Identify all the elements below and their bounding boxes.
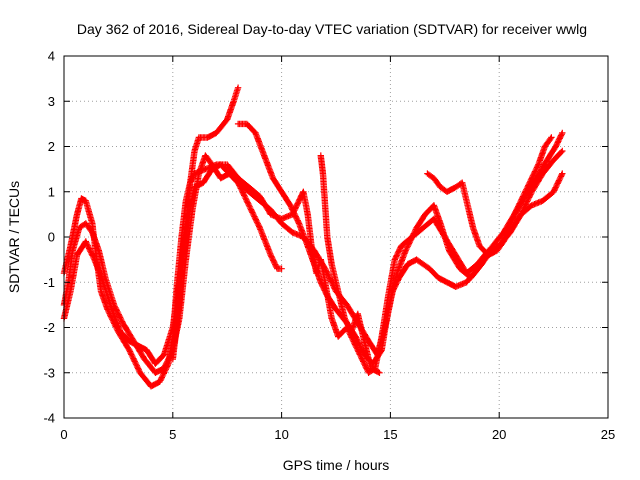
x-axis-label: GPS time / hours — [283, 457, 390, 473]
y-tick-label: -4 — [43, 411, 55, 426]
marker-trace — [424, 134, 555, 259]
x-tick-label: 10 — [274, 427, 288, 442]
x-tick-label: 0 — [60, 427, 67, 442]
chart-title: Day 362 of 2016, Sidereal Day-to-day VTE… — [77, 21, 587, 37]
series-track-a — [60, 161, 566, 390]
marker-trace — [169, 84, 242, 363]
marker-trace — [60, 161, 566, 390]
x-tick-label: 25 — [601, 427, 615, 442]
series-track-e — [234, 120, 566, 367]
y-tick-label: -3 — [43, 365, 55, 380]
y-tick-label: 0 — [48, 230, 55, 245]
axis-ticks: 0 5 10 15 20 25 -4 -3 -2 -1 0 1 2 3 4 — [43, 49, 615, 443]
x-tick-label: 5 — [169, 427, 176, 442]
x-tick-label: 20 — [492, 427, 506, 442]
marker-trace — [234, 120, 566, 367]
marker-trace — [317, 152, 383, 376]
y-tick-label: -2 — [43, 320, 55, 335]
y-tick-label: 1 — [48, 184, 55, 199]
x-tick-label: 15 — [383, 427, 397, 442]
y-tick-label: -1 — [43, 275, 55, 290]
series-track-f — [317, 152, 383, 376]
series-track-g — [424, 134, 555, 259]
y-tick-label: 2 — [48, 139, 55, 154]
series-track-d — [169, 84, 242, 363]
y-tick-label: 3 — [48, 94, 55, 109]
y-tick-label: 4 — [48, 49, 55, 64]
y-axis-label: SDTVAR / TECUs — [6, 181, 22, 293]
